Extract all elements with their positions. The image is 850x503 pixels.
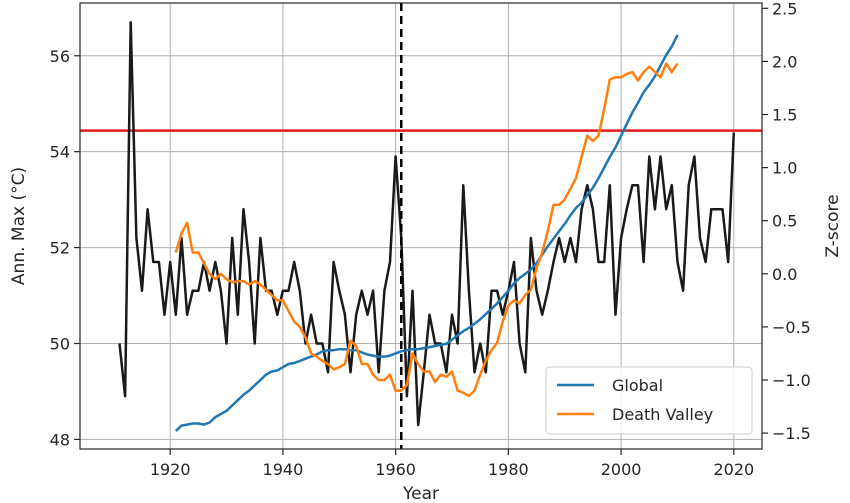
right-y-tick-label: 2.0 <box>772 52 797 71</box>
right-y-tick-label: 1.5 <box>772 106 797 125</box>
right-y-tick-label: 0.5 <box>772 212 797 231</box>
legend-label-global: Global <box>612 376 663 395</box>
x-tick-label: 1940 <box>263 460 304 479</box>
x-tick-label: 1980 <box>488 460 529 479</box>
right-y-tick-label: −1.5 <box>772 424 811 443</box>
left-y-tick-label: 56 <box>50 47 70 66</box>
x-axis-title: Year <box>402 484 439 503</box>
left-y-tick-label: 50 <box>50 334 70 353</box>
x-tick-label: 1920 <box>150 460 191 479</box>
death-valley-line <box>174 62 679 398</box>
grid <box>80 3 762 449</box>
x-tick-label: 1960 <box>375 460 416 479</box>
legend-label-death-valley: Death Valley <box>612 405 713 424</box>
left-y-axis: 48 50 52 54 56 <box>50 47 80 449</box>
x-tick-label: 2000 <box>601 460 642 479</box>
left-y-tick-label: 48 <box>50 430 70 449</box>
right-y-tick-label: 0.0 <box>772 265 797 284</box>
x-axis: 1920 1940 1960 1980 2000 2020 <box>150 449 754 479</box>
right-y-axis: −1.5 −1.0 −0.5 0.0 0.5 1.0 1.5 2.0 2.5 <box>762 0 811 443</box>
annual-max-line <box>118 20 736 427</box>
legend: Global Death Valley <box>545 366 753 435</box>
global-line <box>174 34 679 432</box>
left-y-axis-title: Ann. Max (°C) <box>9 167 29 285</box>
right-y-tick-label: −1.0 <box>772 371 811 390</box>
left-y-tick-label: 52 <box>50 239 70 258</box>
right-y-axis-title: Z-score <box>823 194 843 257</box>
plot-frame <box>79 2 763 450</box>
legend-box <box>545 366 753 435</box>
series-group <box>118 3 736 449</box>
right-y-tick-label: −0.5 <box>772 318 811 337</box>
x-tick-label: 2020 <box>713 460 754 479</box>
right-y-tick-label: 2.5 <box>772 0 797 18</box>
right-y-tick-label: 1.0 <box>772 159 797 178</box>
left-y-tick-label: 54 <box>50 143 70 162</box>
